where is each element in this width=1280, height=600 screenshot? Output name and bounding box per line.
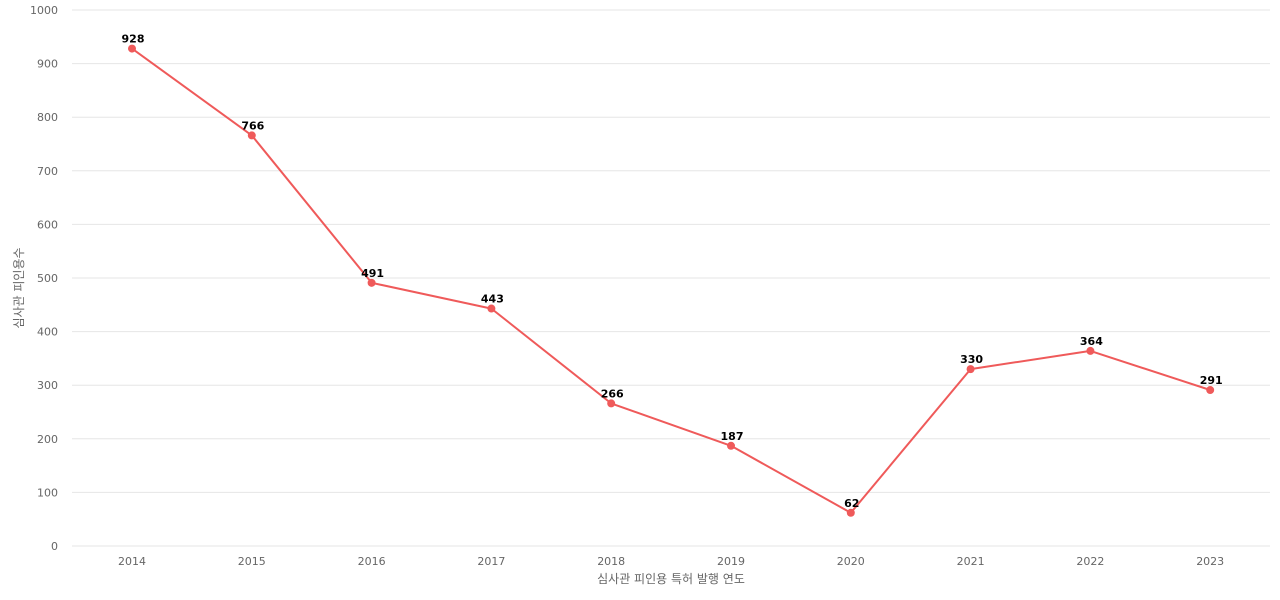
data-point-2014[interactable] xyxy=(128,44,136,53)
series-line-group xyxy=(131,47,1211,514)
data-label-2023: 291 xyxy=(1200,374,1223,387)
data-point-2018[interactable] xyxy=(607,399,616,408)
x-tick-label: 2023 xyxy=(1196,555,1224,568)
data-label-2014: 928 xyxy=(122,33,145,46)
x-tick-label: 2017 xyxy=(477,555,505,568)
data-label-2016: 491 xyxy=(361,267,384,280)
data-point-2021[interactable] xyxy=(966,365,975,374)
y-tick-label: 600 xyxy=(37,218,58,231)
x-tick-label: 2021 xyxy=(957,555,985,568)
data-point-2020[interactable] xyxy=(846,508,855,517)
x-tick-label: 2015 xyxy=(238,555,266,568)
data-point-2022[interactable] xyxy=(1086,346,1095,355)
y-tick-label: 0 xyxy=(51,540,58,553)
data-point-2016[interactable] xyxy=(367,278,376,287)
data-point-2017[interactable] xyxy=(487,304,496,313)
data-labels: 928 766 491 443 266 187 62 330 364 291 xyxy=(122,33,1223,510)
x-tick-label: 2020 xyxy=(837,555,865,568)
grid-lines xyxy=(72,9,1270,547)
data-label-2021: 330 xyxy=(960,353,983,366)
x-tick-label: 2022 xyxy=(1076,555,1104,568)
y-tick-label: 300 xyxy=(37,379,58,392)
data-points xyxy=(128,44,1215,517)
x-tick-label: 2016 xyxy=(358,555,386,568)
data-label-2018: 266 xyxy=(601,387,624,400)
x-axis-title: 심사관 피인용 특허 발행 연도 xyxy=(597,571,745,586)
data-point-2023[interactable] xyxy=(1206,386,1215,395)
y-tick-label: 900 xyxy=(37,58,58,71)
data-point-2015[interactable] xyxy=(247,131,256,140)
x-tick-label: 2014 xyxy=(118,555,146,568)
data-point-2019[interactable] xyxy=(727,441,735,450)
y-tick-label: 700 xyxy=(37,165,58,178)
y-axis-title: 심사관 피인용수 xyxy=(12,247,26,328)
x-axis-ticks: 2014 2015 2016 2017 2018 2019 2020 2021 2022 2023 xyxy=(118,555,1224,568)
data-label-2020: 62 xyxy=(844,497,859,510)
y-tick-label: 200 xyxy=(37,433,58,446)
y-tick-label: 500 xyxy=(37,272,58,285)
x-tick-label: 2018 xyxy=(597,555,625,568)
y-tick-label: 1000 xyxy=(30,4,58,17)
data-label-2017: 443 xyxy=(481,293,504,306)
y-tick-label: 800 xyxy=(37,111,58,124)
series-line xyxy=(131,47,1211,514)
data-label-2022: 364 xyxy=(1080,335,1103,348)
y-tick-label: 400 xyxy=(37,326,58,339)
data-label-2019: 187 xyxy=(721,430,744,443)
y-axis-ticks: 0 100 200 300 400 500 600 700 800 900 1000 xyxy=(30,4,58,553)
data-label-2015: 766 xyxy=(241,119,264,132)
x-tick-label: 2019 xyxy=(717,555,745,568)
y-tick-label: 100 xyxy=(37,486,58,499)
